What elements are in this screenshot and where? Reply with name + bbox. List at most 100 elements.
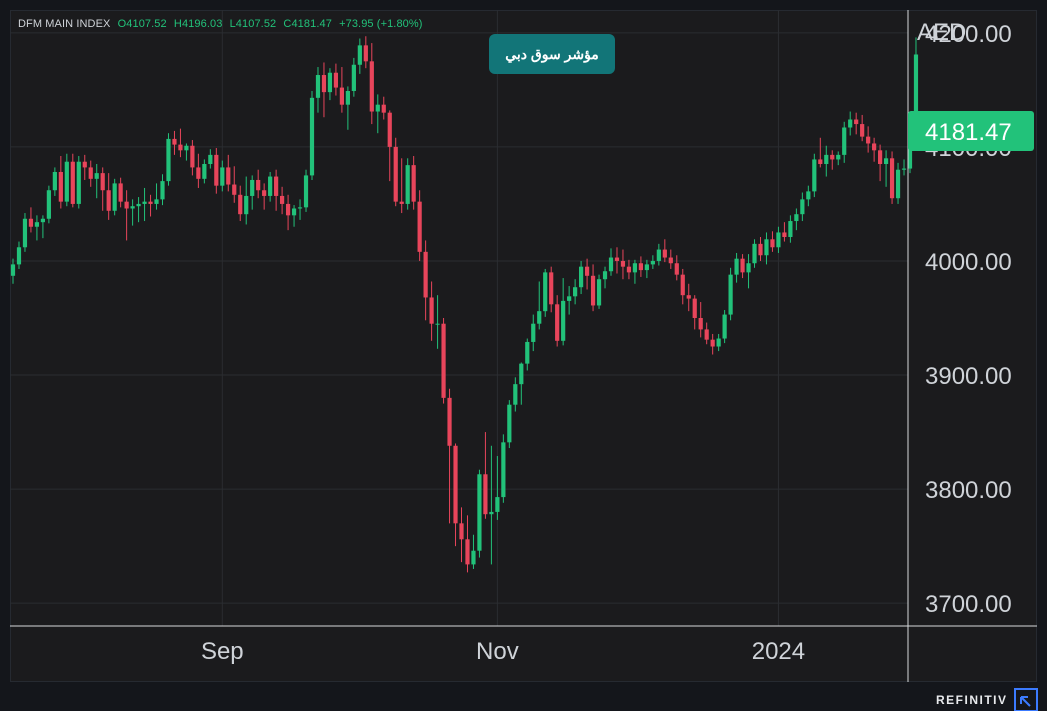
candle-body [806, 191, 811, 200]
refinitiv-logo-icon [1014, 688, 1038, 711]
candle-body [830, 154, 835, 160]
candle-body [776, 232, 781, 248]
candle-body [112, 183, 117, 211]
candle-body [590, 275, 596, 306]
candle-body [758, 243, 763, 256]
candle-body [740, 258, 745, 273]
candle-body [256, 179, 261, 191]
candle-body [632, 263, 638, 273]
candle-body [345, 90, 350, 105]
index-name: DFM MAIN INDEX [18, 18, 111, 30]
candle-body [453, 445, 458, 524]
ohlc-readout: DFM MAIN INDEX O4107.52 H4196.03 L4107.5… [18, 18, 427, 30]
candle-body [656, 249, 661, 261]
candle-body [483, 474, 488, 515]
candle-body [52, 171, 57, 191]
candle-body [118, 183, 123, 202]
candle-body [836, 154, 841, 160]
candle-body [626, 266, 632, 273]
candle-body [268, 176, 273, 196]
candle-body [513, 384, 518, 405]
candle-body [333, 72, 339, 88]
candle-body [680, 274, 685, 296]
candle-body [64, 161, 69, 202]
candle-body [244, 195, 249, 215]
candle-body [686, 295, 691, 299]
candle-body [752, 243, 757, 264]
candle-body [531, 323, 536, 342]
candle-body [417, 201, 422, 252]
candle-body [142, 201, 147, 204]
candle-body [860, 124, 865, 137]
candle-series [10, 36, 919, 573]
candle-body [208, 154, 213, 164]
candle-body [381, 104, 386, 113]
candle-body [291, 208, 297, 216]
candle-body [28, 218, 34, 227]
candle-body [848, 119, 853, 128]
candle-body [668, 257, 673, 264]
candle-body [250, 179, 255, 196]
candle-body [883, 158, 889, 164]
candle-body [674, 263, 679, 275]
close-value: C4181.47 [283, 18, 332, 30]
candle-body [136, 203, 141, 207]
candle-body [154, 199, 159, 204]
candle-body [124, 201, 129, 209]
candle-body [501, 442, 506, 498]
candle-body [94, 173, 99, 179]
candle-body [88, 167, 93, 179]
grid-lines [10, 10, 908, 626]
candle-body [489, 511, 494, 515]
candle-body [507, 404, 512, 443]
candle-body [46, 190, 51, 219]
candle-body [190, 145, 195, 168]
candle-body [704, 329, 709, 340]
candle-body [196, 167, 201, 179]
open-value: O4107.52 [117, 18, 167, 30]
candle-body [393, 146, 398, 202]
axis-labels: 4200.004100.004000.003900.003800.003700.… [201, 21, 1012, 665]
candle-body [357, 45, 362, 65]
y-tick-label: 3700.00 [925, 591, 1012, 618]
candle-body [399, 201, 404, 204]
candle-body [794, 214, 799, 222]
candle-body [477, 474, 482, 551]
candle-body [309, 97, 315, 176]
candle-body [214, 154, 219, 186]
change-value: +73.95 (+1.80%) [339, 18, 423, 30]
candle-body [716, 338, 721, 347]
candle-body [746, 263, 751, 273]
candle-body [878, 150, 883, 164]
candle-body [387, 112, 392, 147]
candle-body [297, 207, 303, 209]
last-price-box [908, 111, 1034, 151]
currency-label: AED [917, 19, 966, 46]
candle-body [16, 247, 22, 265]
candle-body [854, 119, 859, 125]
high-value: H4196.03 [173, 18, 223, 30]
candle-body [82, 161, 87, 168]
candle-body [184, 145, 189, 151]
candle-body [722, 314, 727, 339]
candle-body [644, 264, 649, 271]
candle-body [764, 239, 769, 256]
candle-body [321, 75, 327, 93]
candle-body [232, 184, 237, 195]
chart-frame [10, 10, 1037, 682]
candle-body [812, 159, 817, 192]
candle-body [130, 206, 135, 209]
candle-body [435, 323, 440, 325]
index-title-badge: مؤشر سوق دبي [489, 34, 615, 74]
candle-body [100, 173, 105, 191]
candle-body [692, 298, 697, 318]
candle-body [106, 190, 111, 211]
candle-body [650, 260, 655, 265]
candle-body [567, 296, 572, 301]
candle-body [262, 190, 267, 196]
candle-body [220, 167, 225, 186]
candle-body [710, 339, 715, 347]
candle-body [907, 138, 913, 169]
candle-body [351, 64, 356, 91]
candle-body [872, 143, 877, 151]
